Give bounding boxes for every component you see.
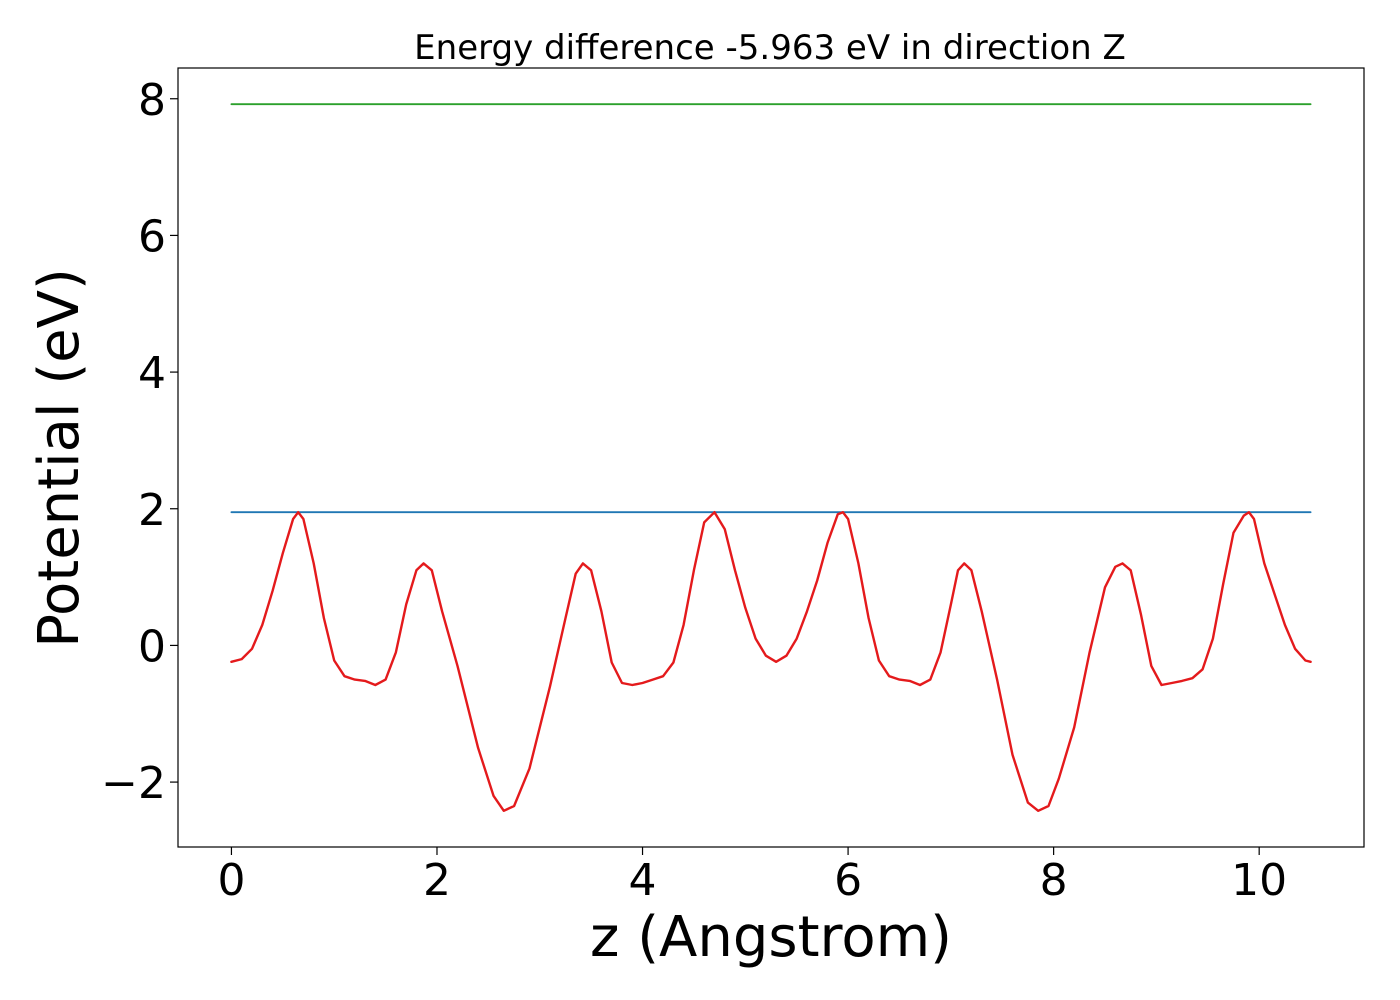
y-tick-label: −2 — [101, 758, 166, 809]
y-tick-label: 2 — [138, 485, 166, 536]
y-tick-label: 4 — [138, 348, 166, 399]
axis-ticks: 0 2 4 6 8 10 −2 0 2 4 6 8 — [101, 75, 1287, 906]
y-tick-label: 0 — [138, 621, 166, 672]
y-axis-label: Potential (eV) — [27, 268, 92, 648]
plot-frame — [177, 67, 1365, 848]
chart-title: Energy difference -5.963 eV in direction… — [414, 28, 1126, 68]
series-lines — [230, 103, 1312, 812]
x-tick-label: 0 — [217, 855, 245, 906]
y-tick-label: 8 — [138, 75, 166, 126]
x-axis-label: z (Angstrom) — [590, 905, 952, 970]
x-tick-label: 2 — [423, 855, 451, 906]
x-tick-label: 4 — [629, 855, 657, 906]
x-tick-label: 6 — [834, 855, 862, 906]
x-tick-label: 10 — [1231, 855, 1287, 906]
x-tick-label: 8 — [1040, 855, 1068, 906]
y-tick-label: 6 — [138, 211, 166, 262]
potential-curve — [230, 511, 1312, 812]
